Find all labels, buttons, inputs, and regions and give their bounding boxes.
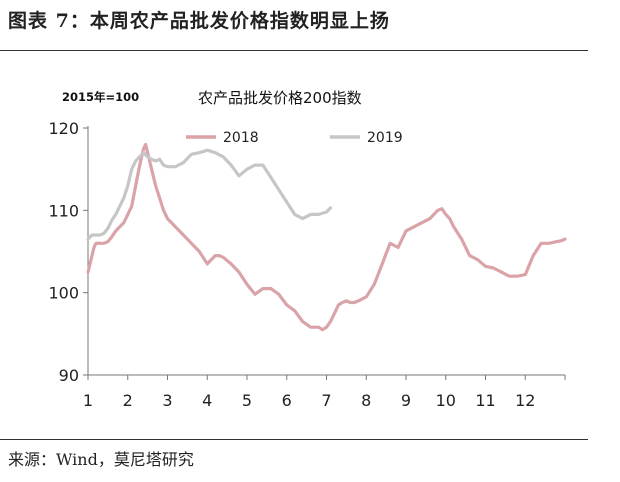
chart-title: 农产品批发价格200指数: [198, 89, 362, 107]
x-tick-label: 7: [321, 391, 331, 410]
x-tick-label: 5: [242, 391, 252, 410]
source-note: 来源：Wind，莫尼塔研究: [8, 450, 194, 469]
series-layer: [86, 142, 567, 332]
y-tick-label: 110: [48, 201, 79, 220]
x-tick-label: 12: [515, 391, 535, 410]
unit-note: 2015年=100: [62, 90, 139, 104]
top-rule: [0, 50, 588, 51]
x-tick-label: 9: [401, 391, 411, 410]
figure-title: 图表 7：本周农产品批发价格指数明显上扬: [8, 10, 390, 32]
x-tick-label: 10: [436, 391, 456, 410]
x-tick-label: 1: [83, 391, 93, 410]
y-tick-label: 120: [48, 119, 79, 138]
y-tick-label: 90: [59, 366, 79, 385]
legend: 2018 2019: [186, 130, 403, 146]
x-tick-label: 6: [282, 391, 292, 410]
legend-label-2019: 2019: [367, 130, 403, 146]
legend-label-2018: 2018: [223, 130, 259, 146]
series-line-2019: [86, 148, 333, 241]
x-tick-label: 4: [202, 391, 212, 410]
y-tick-label: 100: [48, 284, 79, 303]
x-tick-label: 2: [123, 391, 133, 410]
series-line-2018: [86, 142, 567, 332]
x-tick-label: 3: [162, 391, 172, 410]
x-tick-label: 8: [361, 391, 371, 410]
bottom-rule: [0, 439, 588, 440]
x-tick-label: 11: [475, 391, 495, 410]
